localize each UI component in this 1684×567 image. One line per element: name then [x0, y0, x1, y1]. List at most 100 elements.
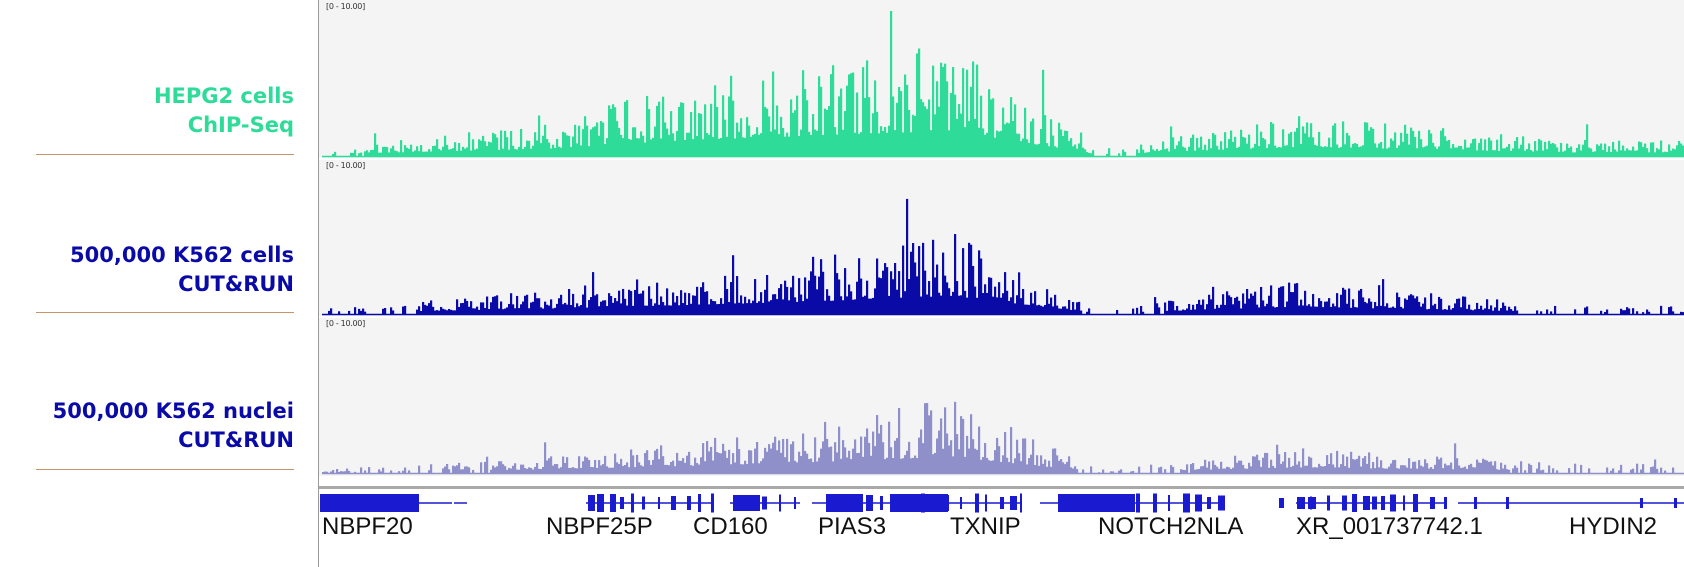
signal-bar: [758, 301, 761, 314]
signal-bar: [762, 302, 765, 314]
signal-bar: [1478, 462, 1481, 473]
signal-bar: [1358, 455, 1361, 473]
gene-exon: [1381, 496, 1385, 510]
signal-bar: [1428, 468, 1431, 473]
gene-label-nbpf25p[interactable]: NBPF25P: [546, 513, 653, 540]
signal-bar: [1616, 151, 1619, 156]
signal-bar: [1262, 457, 1265, 473]
signal-bar: [1354, 459, 1357, 473]
signal-bar: [692, 295, 695, 314]
signal-bar: [864, 295, 867, 314]
signal-bar: [828, 106, 831, 156]
signal-bar: [560, 294, 563, 314]
signal-bar: [1110, 471, 1113, 473]
signal-bar: [994, 450, 997, 473]
gene-annotation-track: [319, 486, 1684, 513]
signal-bar: [914, 455, 917, 473]
signal-bar: [1422, 303, 1425, 314]
signal-bar: [1198, 147, 1201, 156]
signal-bar: [1244, 303, 1247, 314]
signal-bar: [880, 126, 883, 156]
signal-bar: [1656, 468, 1659, 473]
signal-bar: [494, 296, 497, 314]
signal-bar: [624, 465, 627, 473]
signal-bar: [556, 464, 559, 473]
signal-bar: [514, 463, 517, 473]
signal-bar: [942, 66, 945, 156]
signal-bar: [772, 71, 775, 156]
signal-bar: [512, 465, 515, 473]
signal-bar: [774, 436, 777, 473]
signal-bar: [1336, 293, 1339, 314]
signal-bar: [600, 301, 603, 314]
signal-bar: [378, 152, 381, 156]
signal-bar: [510, 293, 513, 314]
signal-bar: [1118, 470, 1121, 473]
signal-bar: [1576, 147, 1579, 156]
signal-bar: [822, 441, 825, 473]
signal-bar: [1218, 149, 1221, 156]
signal-bar: [1300, 299, 1303, 314]
track-panel-k562-cells[interactable]: [319, 160, 1684, 316]
signal-bar: [334, 151, 337, 156]
signal-bar: [752, 300, 755, 314]
signal-bar: [340, 471, 343, 473]
signal-bar: [850, 291, 853, 314]
signal-bar: [800, 294, 803, 314]
signal-bar: [980, 95, 983, 156]
signal-bar: [1044, 304, 1047, 314]
gene-label-pias3[interactable]: PIAS3: [818, 513, 887, 540]
signal-bar: [1016, 295, 1019, 314]
signal-bar: [1274, 307, 1277, 314]
signal-bar: [1308, 456, 1311, 473]
signal-bar: [1340, 147, 1343, 156]
signal-bar: [818, 76, 821, 156]
signal-bar: [508, 303, 511, 314]
signal-bar: [532, 469, 535, 473]
signal-bar: [462, 302, 465, 314]
signal-bar: [1186, 308, 1189, 314]
gene-label-cd160[interactable]: CD160: [693, 513, 768, 540]
signal-bar: [894, 262, 897, 314]
signal-bar: [1380, 141, 1383, 156]
signal-bar: [696, 463, 699, 473]
signal-bar: [650, 139, 653, 156]
gene-label-xr-001737742[interactable]: XR_001737742.1: [1296, 513, 1483, 540]
signal-bar: [1636, 463, 1639, 473]
signal-bar: [536, 298, 539, 314]
signal-bar: [992, 98, 995, 156]
gene-label-txnip[interactable]: TXNIP: [950, 513, 1021, 540]
signal-bar: [406, 147, 409, 156]
signal-bar: [1112, 471, 1115, 473]
signal-bar: [1274, 467, 1277, 473]
gene-label-hydin2[interactable]: HYDIN2: [1569, 513, 1658, 540]
signal-bar: [716, 304, 719, 314]
signal-bar: [1170, 126, 1173, 156]
signal-bar: [864, 97, 867, 156]
signal-bar: [414, 150, 417, 156]
signal-bar: [530, 467, 533, 473]
signal-bar: [1276, 306, 1279, 314]
signal-bar: [750, 450, 753, 473]
signal-bar: [640, 131, 643, 156]
signal-bar: [652, 137, 655, 156]
track-panel-k562-nuclei[interactable]: [319, 318, 1684, 476]
signal-bar: [840, 88, 843, 156]
signal-bar: [1108, 148, 1111, 156]
signal-bar: [942, 448, 945, 473]
signal-bar: [1262, 300, 1265, 314]
signal-bar: [696, 286, 699, 314]
signal-bar: [1624, 150, 1627, 156]
signal-bar: [582, 461, 585, 473]
gene-label-nbpf20[interactable]: NBPF20: [322, 513, 413, 540]
signal-bar: [1316, 467, 1319, 473]
signal-bar: [848, 74, 851, 156]
signal-bar: [322, 472, 325, 473]
gene-exon: [1058, 494, 1135, 512]
signal-bar: [1118, 153, 1121, 156]
signal-bar: [1384, 468, 1387, 473]
signal-bar: [1614, 149, 1617, 156]
signal-bar: [446, 310, 449, 314]
signal-bar: [390, 148, 393, 156]
gene-label-notch2nla[interactable]: NOTCH2NLA: [1098, 513, 1244, 540]
